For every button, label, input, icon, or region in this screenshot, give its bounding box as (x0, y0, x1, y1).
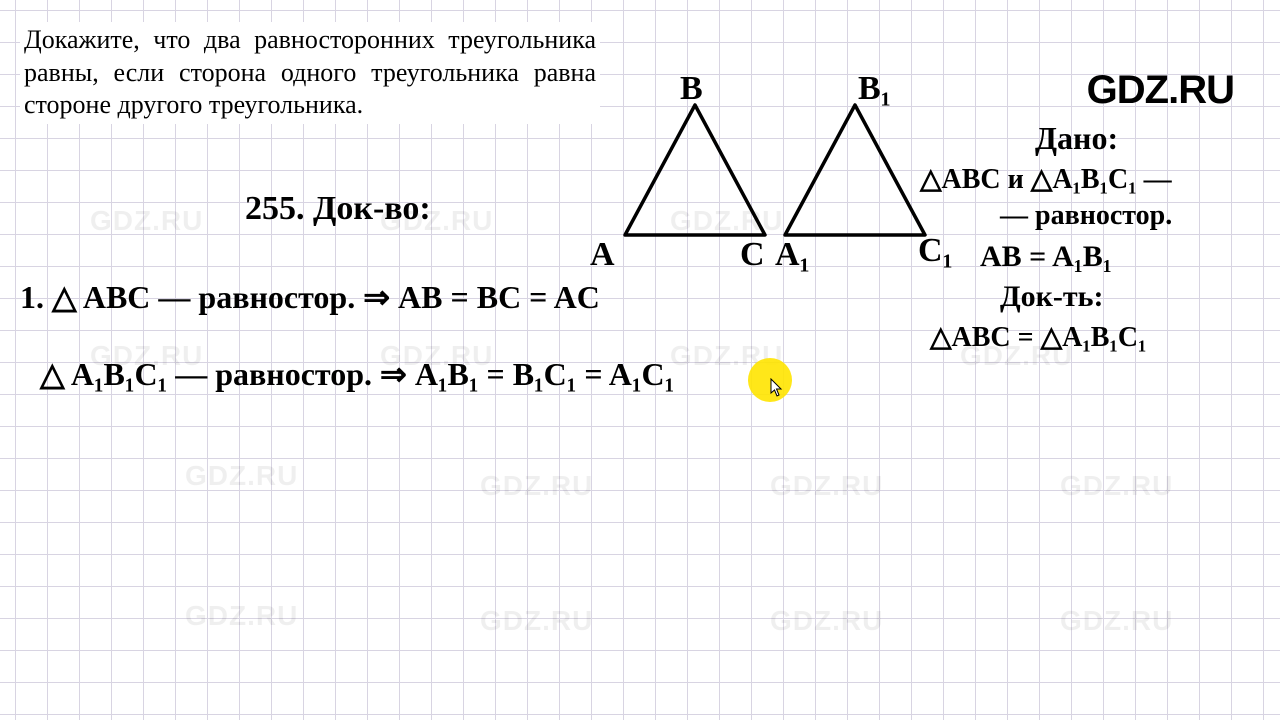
prove-title: Док-ть: (1000, 280, 1104, 314)
prove-line: △ABC = △A₁B₁C₁ (930, 320, 1146, 354)
label-C1: C₁ (918, 232, 953, 270)
given-title: Дано: (1035, 120, 1118, 157)
mouse-cursor-icon (770, 378, 784, 398)
label-A: A (590, 236, 615, 274)
label-B: B (680, 70, 703, 108)
proof-header: 255. Док-во: (245, 190, 431, 228)
label-A1: A₁ (775, 236, 810, 274)
proof-line-2: △ A₁B₁C₁ — равностор. ⇒ A₁B₁ = B₁C₁ = A₁… (40, 355, 674, 393)
label-C: C (740, 236, 765, 274)
label-B1: B₁ (858, 70, 891, 108)
proof-line-1: 1. △ ABC — равностор. ⇒ AB = BC = AC (20, 278, 600, 316)
given-line2: AB = A₁B₁ (980, 240, 1112, 274)
triangle-abc (615, 95, 775, 245)
triangle-a1b1c1 (775, 95, 935, 245)
site-logo: GDZ.RU (1087, 68, 1234, 113)
given-line1a: △ABC и △A₁B₁C₁ — (920, 162, 1172, 196)
given-line1b: — равностор. (1000, 200, 1172, 232)
problem-statement: Докажите, что два равносторонних тре­уго… (20, 22, 600, 124)
